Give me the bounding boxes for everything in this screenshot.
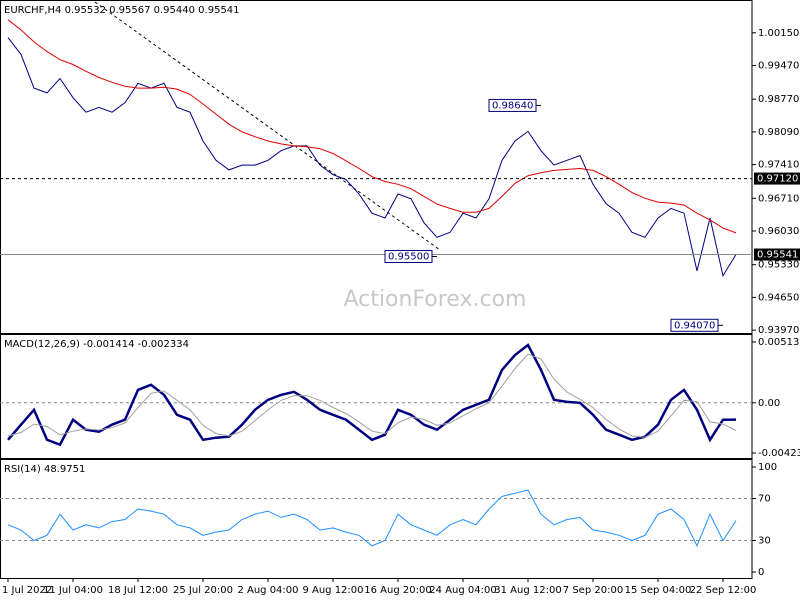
series-line [7, 19, 737, 234]
annotation-label: 0.95500 [388, 252, 429, 263]
x-tick-label: 7 Sep 20:00 [563, 585, 623, 596]
y-tick-label: 0.98090 [758, 127, 799, 138]
level-label: 0.97120 [757, 174, 798, 185]
y-tick-label: 0.96030 [758, 226, 799, 237]
annotation-box [384, 250, 433, 264]
y-tick-label: 0.98770 [758, 94, 799, 105]
y-tick-label: 0.96710 [758, 193, 799, 204]
x-tick-label: 1 Jul 2022 [2, 585, 52, 596]
y-tick-label: 0 [758, 567, 764, 578]
x-tick-label: 18 Jul 12:00 [108, 585, 168, 596]
y-tick-label: 0.005137 [758, 337, 800, 348]
annotation-label: 0.98640 [492, 100, 533, 111]
y-tick-label: -0.004239 [758, 448, 800, 459]
level-label-box [754, 172, 800, 185]
x-tick-label: 2 Aug 04:00 [237, 585, 298, 596]
y-tick-label: 70 [758, 493, 771, 504]
x-tick-label: 16 Aug 20:00 [364, 585, 431, 596]
panel-title: RSI(14) 48.9751 [4, 464, 85, 475]
x-tick-label: 22 Sep 12:00 [690, 585, 757, 596]
annotation-box [488, 98, 537, 112]
y-tick-label: 1.00150 [758, 28, 799, 39]
series-line [7, 37, 737, 278]
x-tick-label: 31 Aug 12:00 [494, 585, 561, 596]
y-tick-label: 30 [758, 536, 771, 547]
y-tick-label: 0.97410 [758, 160, 799, 171]
panel-frame [0, 334, 753, 459]
panel-title: EURCHF,H4 0.95532 0.95567 0.95440 0.9554… [4, 5, 240, 16]
watermark: ActionForex.com [344, 287, 527, 312]
x-tick-label: 15 Sep 04:00 [625, 585, 692, 596]
panel-title: MACD(12,26,9) -0.001414 -0.002334 [4, 339, 189, 350]
panel-frame [0, 0, 753, 334]
annotation-box [670, 318, 719, 332]
series-line [7, 343, 737, 447]
x-tick-label: 9 Aug 12:00 [302, 585, 363, 596]
trend-line [94, 1, 441, 251]
y-tick-label: 100 [758, 462, 777, 473]
x-tick-label: 24 Aug 04:00 [429, 585, 496, 596]
level-label: 0.95541 [757, 250, 798, 261]
panel-frame [0, 459, 753, 579]
x-tick-label: 11 Jul 04:00 [43, 585, 103, 596]
x-tick-label: 25 Jul 20:00 [173, 585, 233, 596]
series-line [7, 353, 737, 438]
level-label-box [754, 248, 800, 261]
y-tick-label: 0.00 [758, 398, 780, 409]
annotation-label: 0.94070 [674, 320, 715, 331]
y-tick-label: 0.94650 [758, 292, 799, 303]
y-tick-label: 0.93970 [758, 325, 799, 336]
y-tick-label: 0.95330 [758, 260, 799, 271]
series-line [7, 489, 737, 548]
y-tick-label: 0.99470 [758, 61, 799, 72]
